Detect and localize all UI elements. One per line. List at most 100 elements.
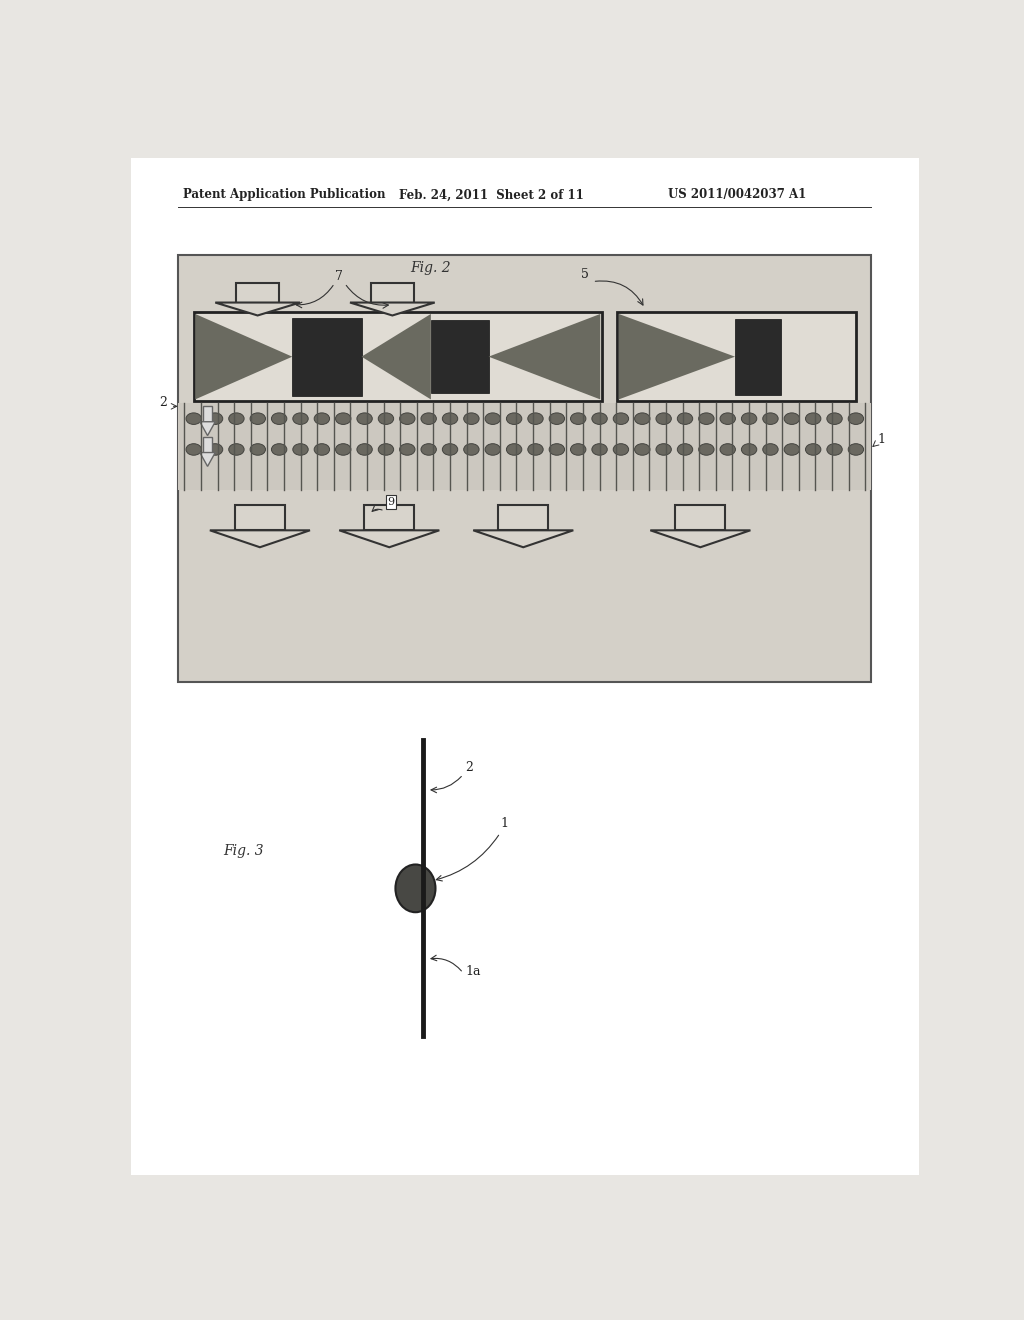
Ellipse shape xyxy=(314,444,330,455)
Polygon shape xyxy=(215,302,300,315)
Bar xyxy=(735,318,781,395)
Ellipse shape xyxy=(763,444,778,455)
Ellipse shape xyxy=(485,413,501,425)
Ellipse shape xyxy=(570,413,586,425)
Bar xyxy=(203,407,212,422)
Ellipse shape xyxy=(826,444,842,455)
Bar xyxy=(178,255,871,682)
Ellipse shape xyxy=(464,444,479,455)
Bar xyxy=(292,318,361,396)
Polygon shape xyxy=(339,531,439,548)
Ellipse shape xyxy=(741,413,757,425)
Ellipse shape xyxy=(421,413,436,425)
Ellipse shape xyxy=(378,413,393,425)
Ellipse shape xyxy=(421,444,436,455)
Ellipse shape xyxy=(848,413,863,425)
Ellipse shape xyxy=(592,413,607,425)
Text: Fig. 3: Fig. 3 xyxy=(223,845,264,858)
Ellipse shape xyxy=(720,444,735,455)
Polygon shape xyxy=(200,422,215,436)
Ellipse shape xyxy=(613,413,629,425)
Ellipse shape xyxy=(635,444,650,455)
Ellipse shape xyxy=(186,444,202,455)
Bar xyxy=(194,313,602,401)
Ellipse shape xyxy=(271,413,287,425)
Text: 7: 7 xyxy=(335,271,342,282)
Ellipse shape xyxy=(784,413,800,425)
Ellipse shape xyxy=(228,413,244,425)
Ellipse shape xyxy=(293,413,308,425)
Bar xyxy=(617,313,856,401)
Text: 5: 5 xyxy=(581,268,589,281)
Polygon shape xyxy=(210,531,310,548)
Ellipse shape xyxy=(250,413,265,425)
Ellipse shape xyxy=(395,865,435,912)
Ellipse shape xyxy=(592,444,607,455)
Ellipse shape xyxy=(336,413,351,425)
Polygon shape xyxy=(618,314,735,400)
Ellipse shape xyxy=(507,444,522,455)
Ellipse shape xyxy=(485,444,501,455)
Bar xyxy=(499,506,548,531)
Ellipse shape xyxy=(357,413,373,425)
Ellipse shape xyxy=(613,444,629,455)
Ellipse shape xyxy=(442,413,458,425)
Ellipse shape xyxy=(698,413,714,425)
Ellipse shape xyxy=(677,413,692,425)
Ellipse shape xyxy=(314,413,330,425)
Ellipse shape xyxy=(635,413,650,425)
Ellipse shape xyxy=(228,444,244,455)
Bar xyxy=(178,404,871,490)
Polygon shape xyxy=(196,314,292,400)
Ellipse shape xyxy=(806,413,821,425)
Ellipse shape xyxy=(549,413,564,425)
Polygon shape xyxy=(488,314,600,400)
Bar xyxy=(371,284,414,302)
Ellipse shape xyxy=(549,444,564,455)
Bar xyxy=(431,321,488,393)
Text: 2: 2 xyxy=(466,760,473,774)
Ellipse shape xyxy=(527,444,543,455)
Ellipse shape xyxy=(527,413,543,425)
Ellipse shape xyxy=(826,413,842,425)
Text: 1a: 1a xyxy=(466,965,481,978)
Ellipse shape xyxy=(208,413,223,425)
Ellipse shape xyxy=(570,444,586,455)
Ellipse shape xyxy=(720,413,735,425)
Text: 1: 1 xyxy=(878,433,886,446)
Ellipse shape xyxy=(250,444,265,455)
Polygon shape xyxy=(361,314,431,400)
Ellipse shape xyxy=(208,444,223,455)
Text: Feb. 24, 2011  Sheet 2 of 11: Feb. 24, 2011 Sheet 2 of 11 xyxy=(398,189,584,202)
Ellipse shape xyxy=(399,413,415,425)
Bar xyxy=(365,506,415,531)
Bar xyxy=(234,506,285,531)
Ellipse shape xyxy=(357,444,373,455)
Ellipse shape xyxy=(784,444,800,455)
Ellipse shape xyxy=(656,444,672,455)
Ellipse shape xyxy=(763,413,778,425)
Ellipse shape xyxy=(271,444,287,455)
Text: US 2011/0042037 A1: US 2011/0042037 A1 xyxy=(668,189,806,202)
Polygon shape xyxy=(650,531,751,548)
Bar xyxy=(237,284,279,302)
Ellipse shape xyxy=(336,444,351,455)
Ellipse shape xyxy=(293,444,308,455)
Polygon shape xyxy=(350,302,435,315)
Bar xyxy=(203,437,212,453)
Text: Patent Application Publication: Patent Application Publication xyxy=(183,189,385,202)
Text: 9: 9 xyxy=(387,496,394,507)
Ellipse shape xyxy=(507,413,522,425)
Bar xyxy=(676,506,725,531)
Ellipse shape xyxy=(656,413,672,425)
Ellipse shape xyxy=(378,444,393,455)
Ellipse shape xyxy=(186,413,202,425)
Ellipse shape xyxy=(677,444,692,455)
Ellipse shape xyxy=(698,444,714,455)
Ellipse shape xyxy=(848,444,863,455)
Polygon shape xyxy=(200,453,215,466)
Ellipse shape xyxy=(399,444,415,455)
Text: Fig. 2: Fig. 2 xyxy=(411,261,452,276)
Ellipse shape xyxy=(464,413,479,425)
Text: 1: 1 xyxy=(500,817,508,830)
